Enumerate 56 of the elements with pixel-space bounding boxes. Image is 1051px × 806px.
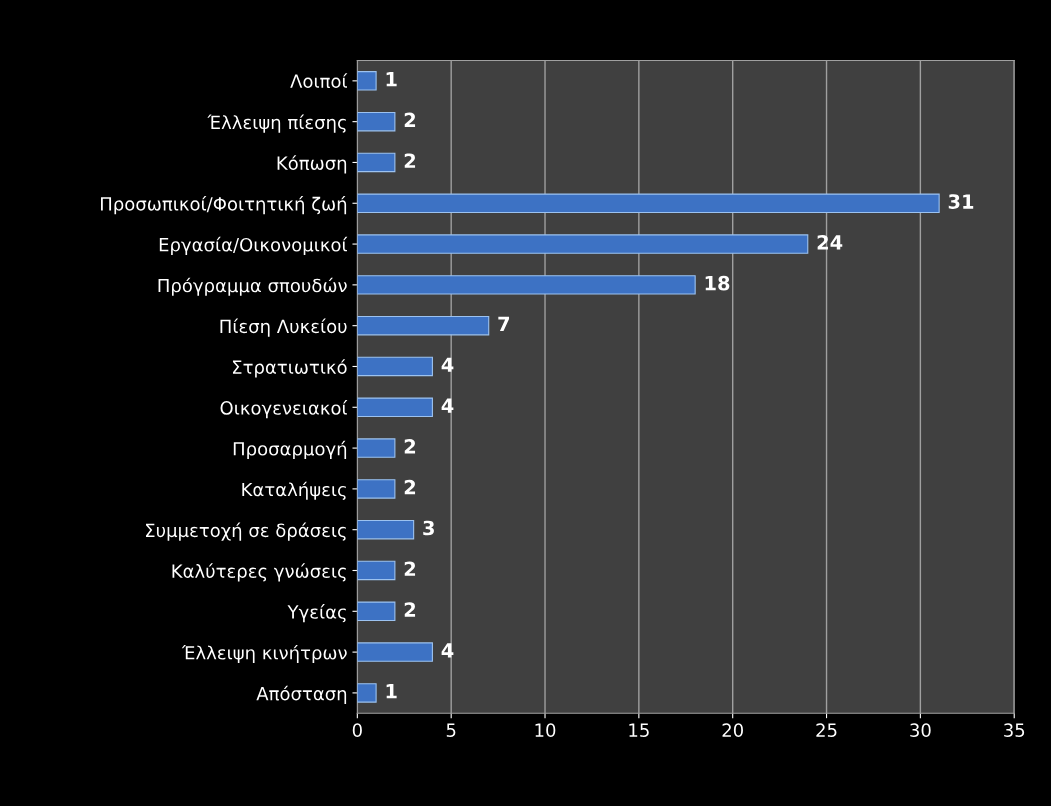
x-tick-label: 5 — [446, 723, 456, 738]
y-tick-label: Λοιποί — [290, 73, 348, 89]
data-label: 2 — [404, 439, 416, 454]
y-tick-label: Πίεση Λυκείου — [220, 318, 347, 337]
data-label: 4 — [441, 643, 454, 658]
data-label: 2 — [404, 153, 416, 168]
bar — [357, 438, 396, 458]
y-tick-label: Προσαρμογή — [233, 440, 347, 460]
y-tick-label: Έλλειψη κινήτρων — [181, 644, 347, 664]
bar — [357, 152, 396, 173]
bar — [357, 560, 396, 581]
y-tick-label: Πρόγραμμα σπουδών — [158, 277, 347, 296]
y-tick-label: Υγείας — [287, 604, 346, 623]
bar — [357, 71, 377, 91]
bar — [357, 479, 396, 499]
y-tick-label: Καλύτερες γνώσεις — [172, 563, 346, 582]
y-tick-label: Στρατιωτικό — [232, 359, 347, 378]
bar — [357, 601, 396, 622]
y-tick-label: Εργασία/Οικονομικοί — [159, 236, 348, 256]
x-tick-label: 25 — [816, 723, 837, 738]
y-tick-label: Οικογενειακοί — [220, 400, 348, 419]
x-tick-label: 20 — [722, 723, 743, 738]
bar — [357, 275, 696, 295]
data-label: 1 — [386, 72, 397, 87]
data-label: 2 — [404, 561, 416, 576]
data-label: 2 — [404, 479, 416, 495]
data-label: 31 — [948, 194, 974, 209]
bar — [357, 111, 396, 132]
data-label: 4 — [441, 398, 454, 413]
y-tick-label: Συμμετοχή σε δράσεις — [146, 522, 346, 541]
y-tick-label: Απόσταση — [256, 685, 347, 704]
bar — [357, 356, 433, 377]
data-label: 1 — [386, 684, 397, 699]
bar — [357, 193, 940, 213]
x-tick-label: 30 — [910, 723, 931, 738]
bar — [357, 234, 809, 254]
data-label: 2 — [404, 602, 416, 617]
data-label: 24 — [817, 235, 843, 250]
y-tick-label: Κόπωση — [277, 155, 347, 174]
data-label: 18 — [705, 275, 730, 291]
bar — [357, 642, 433, 662]
bar — [357, 519, 415, 540]
x-tick-label: 0 — [352, 723, 362, 738]
y-tick-label: Έλλειψη πίεσης — [207, 114, 346, 133]
bar — [357, 315, 490, 336]
x-tick-label: 15 — [629, 723, 649, 738]
x-tick-label: 35 — [1004, 723, 1025, 738]
y-tick-label: Καταλήψεις — [242, 481, 346, 500]
data-label: 3 — [423, 520, 434, 536]
y-tick-label: Προσωπικοί/Φοιτητική ζωή — [101, 196, 347, 215]
bar — [357, 397, 433, 418]
data-label: 2 — [404, 112, 416, 128]
data-label: 7 — [498, 316, 510, 332]
x-tick-label: 10 — [535, 723, 556, 738]
data-label: 4 — [441, 357, 454, 372]
bar — [357, 683, 377, 703]
